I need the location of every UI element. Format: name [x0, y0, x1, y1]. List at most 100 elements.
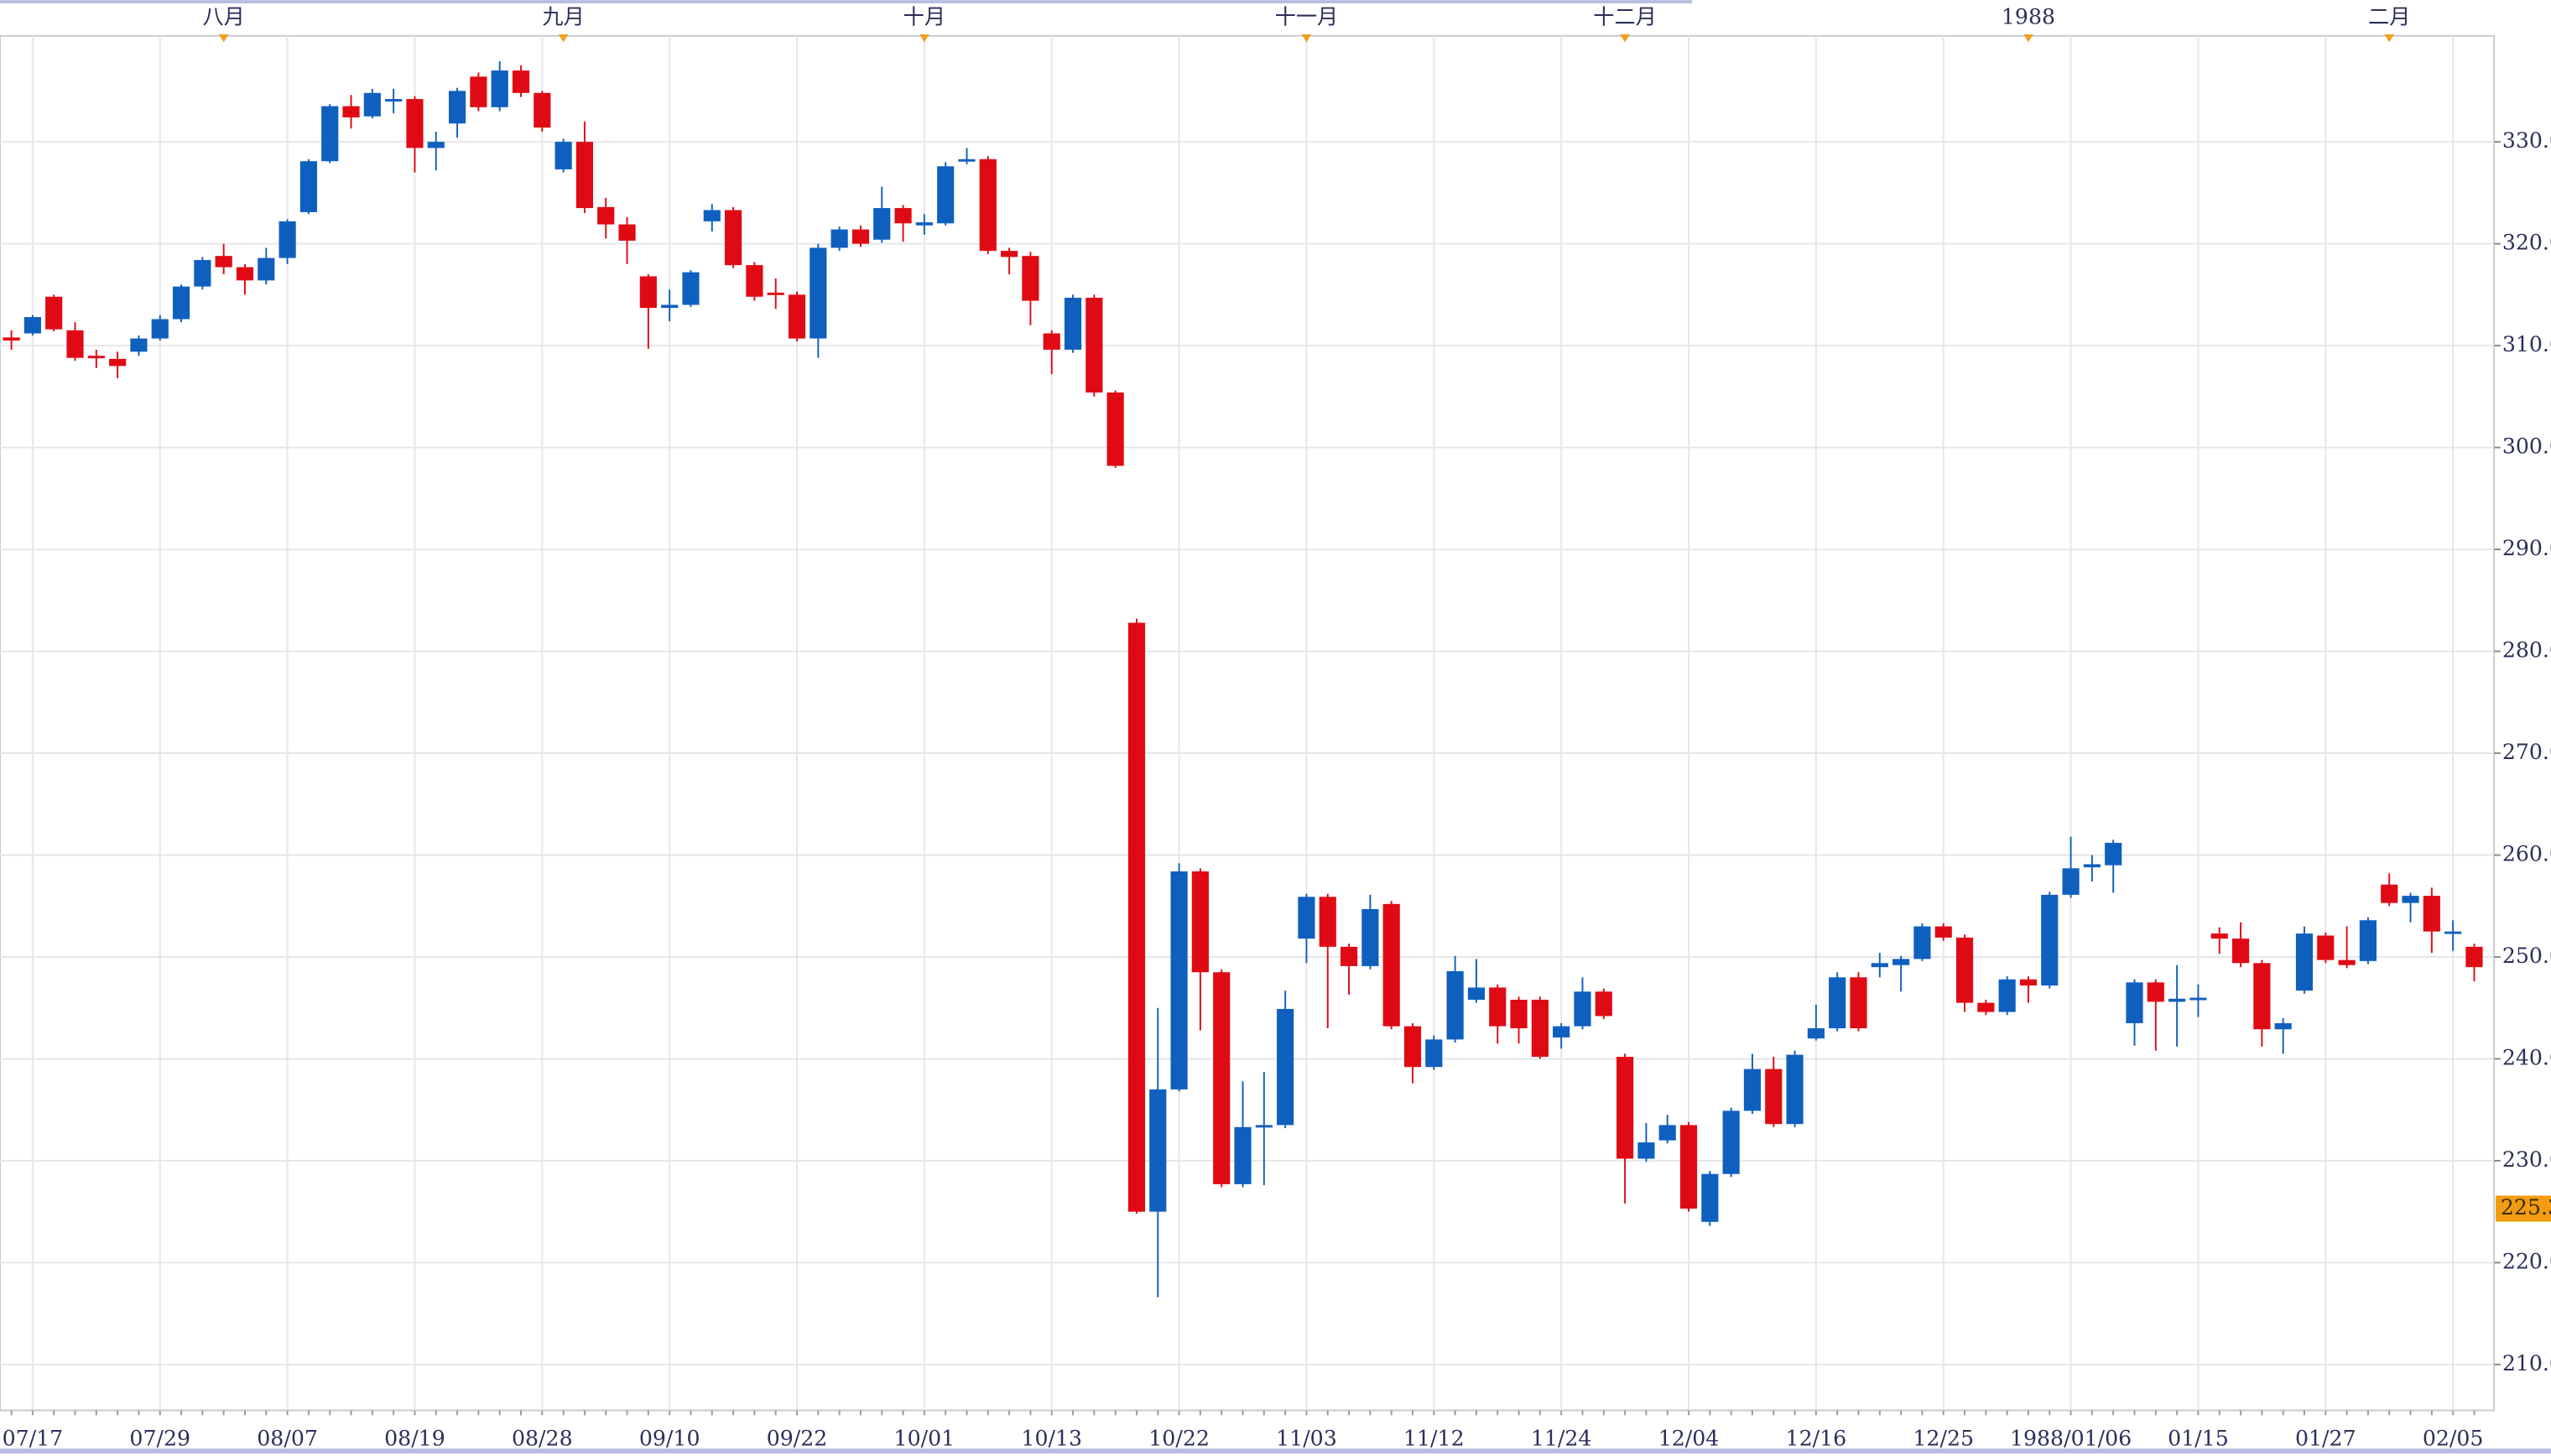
candle-body — [1191, 871, 1209, 973]
x-tick-label: 07/17 — [3, 1426, 64, 1450]
candle-body — [2423, 896, 2440, 932]
candle-body — [1489, 987, 1507, 1027]
candle-body — [1679, 1125, 1698, 1209]
candle-body — [1934, 926, 1952, 938]
candle-body — [1510, 1000, 1528, 1029]
candle-body — [1892, 959, 1910, 965]
x-tick-label: 09/10 — [639, 1426, 700, 1450]
candle-body — [1701, 1173, 1719, 1222]
candle-body — [2444, 931, 2462, 934]
candle-body — [1658, 1125, 1676, 1141]
candle-body — [2126, 982, 2143, 1023]
candle-body — [1850, 977, 1867, 1029]
x-tick-label: 08/19 — [384, 1426, 445, 1450]
plot-frame — [0, 34, 2496, 1412]
y-tick-label: 270.0 — [2502, 740, 2551, 764]
y-tick-label: 250.0 — [2502, 944, 2551, 968]
candle-body — [1382, 903, 1400, 1027]
last-price-tag — [2496, 1195, 2551, 1222]
y-tick-label: 310.0 — [2502, 332, 2551, 356]
candle-body — [915, 222, 933, 226]
candle-body — [215, 256, 232, 268]
candle-body — [1722, 1110, 1740, 1174]
candle-body — [299, 161, 317, 212]
candle-body — [2147, 982, 2164, 1002]
candle-body — [2274, 1022, 2292, 1030]
candle-body — [1913, 926, 1931, 959]
candle-body — [1955, 937, 1974, 1003]
candle-body — [406, 99, 424, 148]
candle-body — [1043, 333, 1060, 350]
x-tick-label: 11/12 — [1403, 1426, 1465, 1450]
candle-body — [1213, 972, 1231, 1184]
candle-body — [2083, 864, 2101, 868]
candle-body — [2338, 959, 2356, 965]
candle-body — [1765, 1069, 1783, 1125]
candle-body — [894, 208, 912, 224]
x-tick-label: 01/27 — [2295, 1426, 2356, 1450]
candle-body — [1277, 1008, 1294, 1126]
candle-body — [2381, 884, 2398, 903]
candle-body — [2317, 935, 2335, 960]
candle-body — [130, 338, 148, 352]
candle-body — [1064, 297, 1082, 350]
y-tick-label: 260.0 — [2502, 842, 2551, 866]
candle-body — [363, 92, 381, 117]
candle-body — [1361, 908, 1379, 966]
x-tick-label: 08/28 — [512, 1426, 573, 1450]
month-marker — [218, 34, 229, 43]
candle-body — [2231, 939, 2250, 964]
candle-body — [1637, 1142, 1655, 1159]
candle-body — [1786, 1054, 1804, 1125]
month-label: 十一月 — [1275, 4, 1339, 29]
month-label: 1988 — [2002, 4, 2055, 29]
y-tick-label: 320.0 — [2502, 231, 2551, 255]
x-tick-label: 12/16 — [1786, 1426, 1847, 1450]
candle-body — [873, 208, 891, 240]
month-marker — [2384, 34, 2395, 43]
candle-body — [1234, 1126, 1252, 1184]
candle-body — [979, 159, 997, 252]
x-tick-label: 11/03 — [1276, 1426, 1337, 1450]
candle-body — [512, 70, 530, 93]
candle-body — [2019, 979, 2038, 986]
candle-body — [554, 142, 572, 169]
candle-body — [1829, 977, 1846, 1029]
candle-body — [448, 91, 466, 124]
candle-body — [470, 76, 487, 107]
x-tick-label: 10/22 — [1148, 1426, 1210, 1450]
candle-body — [1574, 991, 1591, 1027]
candle-body — [1425, 1039, 1443, 1068]
candle-body — [194, 260, 211, 287]
x-tick-label: 12/25 — [1913, 1426, 1974, 1450]
candle-body — [597, 206, 615, 225]
candle-body — [491, 70, 508, 107]
month-label: 二月 — [2368, 4, 2410, 29]
month-label: 十月 — [903, 4, 945, 29]
y-tick-label: 280.0 — [2502, 638, 2551, 663]
candle-body — [236, 267, 254, 281]
candle-body — [937, 166, 955, 224]
candle-body — [342, 106, 360, 117]
candle-body — [1595, 991, 1612, 1017]
candle-body — [1170, 871, 1188, 1089]
candle-body — [639, 276, 657, 309]
candle-body — [172, 286, 190, 320]
candle-body — [575, 142, 594, 209]
candle-body — [725, 210, 742, 266]
y-tick-label: 210.0 — [2502, 1351, 2551, 1375]
y-tick-label: 290.0 — [2502, 536, 2551, 560]
candle-body — [109, 358, 127, 367]
candle-body — [1255, 1125, 1273, 1128]
candle-body — [2210, 933, 2228, 939]
candle-body — [1001, 251, 1018, 257]
y-tick-label: 220.0 — [2502, 1249, 2551, 1273]
candle-body — [2253, 963, 2271, 1030]
candle-body — [2295, 933, 2314, 991]
candle-body — [258, 257, 275, 281]
candle-body — [851, 229, 870, 244]
month-label: 八月 — [202, 4, 244, 29]
x-tick-label: 1988/01/06 — [2010, 1426, 2132, 1450]
candle-body — [534, 92, 551, 128]
